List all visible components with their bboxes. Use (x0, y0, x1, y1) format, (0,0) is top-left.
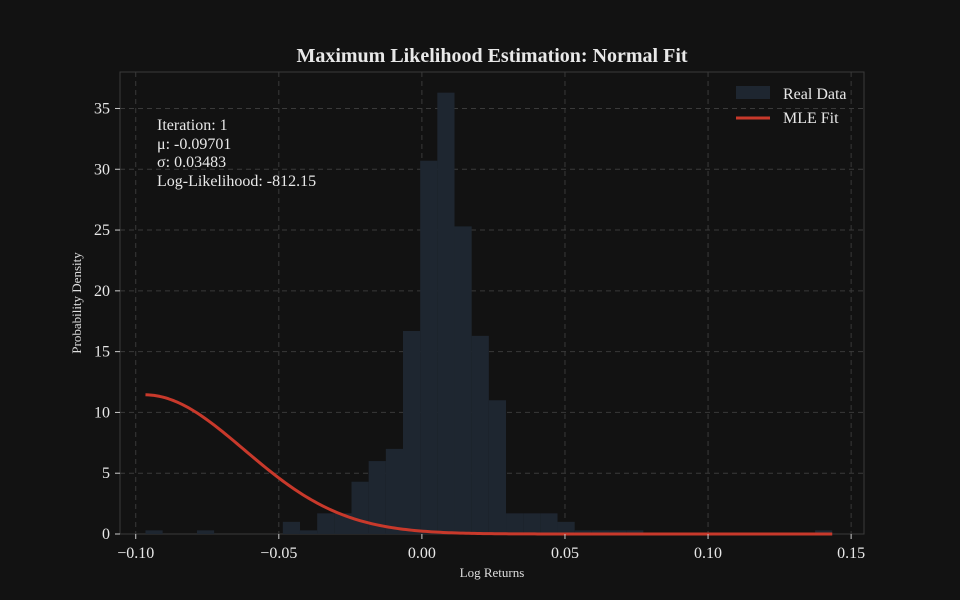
fit-curve-group (145, 393, 833, 536)
histogram-bar (540, 513, 558, 534)
x-tick-label: 0.10 (694, 545, 722, 562)
annotation-loglik: Log-Likelihood: -812.15 (157, 173, 316, 190)
histogram-bar (609, 530, 627, 534)
x-tick-label: −0.05 (260, 545, 297, 562)
mle-fit-curve (145, 393, 833, 536)
histogram-bar (368, 461, 386, 534)
x-tick-label: −0.10 (117, 545, 154, 562)
legend: Real Data MLE Fit (736, 86, 847, 127)
x-tick-label: 0.05 (551, 545, 579, 562)
histogram-bar (471, 335, 489, 534)
histogram-bar (437, 92, 455, 534)
x-axis-label: Log Returns (460, 565, 525, 580)
histogram-bar (557, 521, 575, 534)
x-axis-ticks: −0.10 −0.05 0.00 0.05 0.10 0.15 (117, 534, 865, 562)
histogram-bar (351, 481, 369, 534)
histogram-bar (145, 530, 163, 534)
y-axis-ticks: 0 5 10 15 20 25 30 35 (94, 100, 120, 543)
annotation-mu: μ: -0.09701 (157, 136, 231, 153)
histogram-bar (299, 530, 318, 534)
y-tick-label: 15 (94, 344, 110, 361)
histogram-bar (317, 513, 335, 534)
legend-swatch-real-data (736, 86, 770, 99)
x-tick-label: 0.00 (408, 545, 436, 562)
histogram-bar (523, 513, 541, 534)
y-tick-label: 25 (94, 222, 110, 239)
legend-label-real-data: Real Data (783, 86, 847, 103)
histogram-bar (488, 400, 507, 534)
y-tick-label: 5 (102, 465, 110, 482)
y-tick-label: 20 (94, 283, 110, 300)
stats-annotation: Iteration: 1 μ: -0.09701 σ: 0.03483 Log-… (157, 117, 316, 190)
histogram-bar (403, 330, 421, 534)
y-axis-label: Probability Density (69, 252, 84, 354)
histogram-bar (420, 160, 438, 534)
y-tick-label: 35 (94, 100, 110, 117)
annotation-iteration: Iteration: 1 (157, 117, 228, 134)
histogram-bar (334, 513, 352, 534)
legend-label-mle-fit: MLE Fit (783, 110, 839, 127)
y-tick-label: 10 (94, 404, 110, 421)
histogram-bar (626, 530, 644, 534)
annotation-sigma: σ: 0.03483 (157, 154, 226, 171)
histogram-bar (574, 530, 592, 534)
y-tick-label: 30 (94, 161, 110, 178)
histogram-bar (385, 448, 404, 534)
histogram-bar (815, 530, 833, 534)
histogram-bar (591, 530, 610, 534)
x-tick-label: 0.15 (837, 545, 865, 562)
y-tick-label: 0 (102, 526, 110, 543)
histogram-bar (506, 513, 524, 534)
histogram-bar (196, 530, 215, 534)
histogram-bar (454, 226, 472, 534)
histogram-bars (145, 92, 833, 534)
histogram-bar (282, 521, 300, 534)
chart-title: Maximum Likelihood Estimation: Normal Fi… (296, 45, 687, 67)
